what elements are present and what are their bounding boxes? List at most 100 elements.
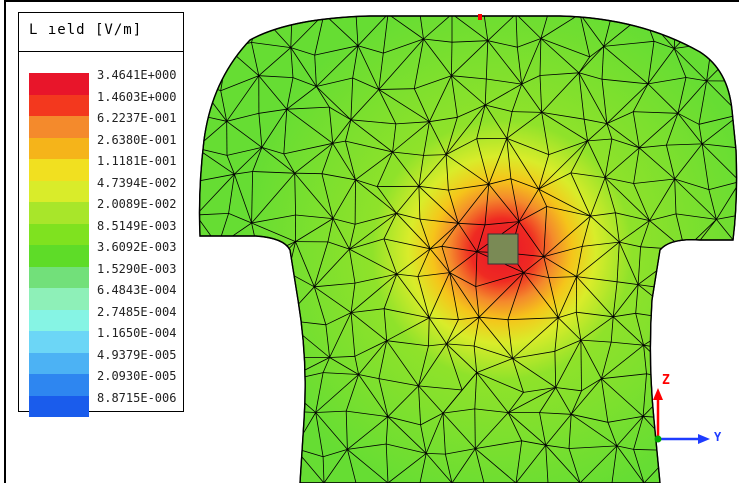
mesh-edge: [234, 309, 251, 315]
mesh-edge: [587, 140, 606, 178]
mesh-edge: [350, 312, 387, 342]
mesh-edge: [475, 440, 522, 449]
mesh-edge: [611, 138, 640, 149]
legend-swatch: [29, 137, 89, 159]
mesh-edge: [385, 416, 389, 445]
mesh-edge: [266, 444, 295, 449]
mesh-edge: [635, 313, 644, 346]
mesh-edge: [673, 48, 687, 78]
mesh-edge: [545, 444, 570, 449]
mesh-edge: [199, 245, 219, 249]
mesh-edge: [484, 184, 490, 225]
mesh-edge: [199, 16, 229, 49]
mesh-edge: [558, 311, 577, 319]
mesh-edge: [568, 445, 617, 449]
mesh-edge: [220, 90, 228, 122]
mesh-edge: [229, 408, 265, 421]
mesh-edge: [705, 248, 737, 292]
mesh-edge: [610, 316, 614, 343]
mesh-edge: [332, 218, 356, 225]
mesh-edge: [352, 77, 379, 90]
mesh-edge: [707, 16, 737, 48]
mesh-edge: [358, 340, 388, 375]
mesh-edge: [476, 104, 486, 139]
mesh-edge: [442, 412, 476, 449]
mesh-edge: [441, 223, 459, 247]
mesh-edge: [670, 342, 710, 350]
mesh-edge: [512, 358, 556, 388]
mesh-edge: [418, 155, 424, 187]
mesh-edge: [250, 282, 259, 310]
legend-label: 2.7485E-004: [97, 304, 177, 319]
axis-triad[interactable]: Z Y: [646, 366, 736, 456]
mesh-edge: [616, 445, 634, 450]
mesh-edge: [252, 171, 295, 174]
mesh-edge: [601, 344, 644, 380]
mesh-edge: [263, 382, 282, 421]
mesh-edge: [570, 378, 602, 415]
mesh-edge: [261, 108, 288, 148]
mesh-edge: [451, 16, 489, 42]
mesh-edge: [584, 118, 607, 124]
mesh-edge: [286, 108, 333, 144]
mesh-edge: [378, 53, 384, 90]
mesh-edge: [474, 408, 476, 449]
mesh-edge: [250, 341, 261, 375]
mesh-edge: [612, 316, 644, 346]
mesh-edge: [396, 273, 418, 277]
mesh-edge: [423, 121, 430, 156]
mesh-edge: [387, 416, 421, 426]
mesh-edge: [383, 38, 424, 54]
mesh-edge: [473, 345, 478, 373]
mesh-edge: [383, 213, 397, 240]
viewport-frame: [4, 0, 739, 483]
mesh-edge: [446, 343, 477, 373]
mesh-edge: [576, 276, 618, 283]
mesh-edge: [587, 123, 608, 142]
mesh-edge: [578, 72, 585, 120]
mesh-edge: [417, 276, 430, 319]
mesh-edge: [684, 249, 706, 292]
mesh-edge: [708, 181, 737, 190]
mesh-edge: [554, 317, 559, 352]
antenna-patch[interactable]: [487, 233, 519, 265]
mesh-edge: [540, 16, 549, 39]
legend-swatch: [29, 352, 89, 374]
mesh-edge: [633, 147, 640, 184]
mesh-edge: [474, 408, 509, 413]
mesh-edge: [571, 413, 608, 423]
mesh-edge: [428, 272, 450, 319]
mesh-edge: [666, 145, 676, 180]
mesh-edge: [546, 206, 591, 217]
mesh-edge: [539, 412, 547, 446]
mesh-edge: [675, 213, 717, 220]
mesh-edge: [476, 372, 524, 393]
mesh-edge: [283, 319, 290, 358]
mesh-edge: [347, 449, 389, 483]
mesh-edge: [674, 178, 677, 214]
mesh-edge: [507, 317, 559, 321]
mesh-edge: [674, 143, 703, 180]
mesh-edge: [685, 77, 707, 82]
mesh-edge: [521, 38, 542, 85]
mesh-edge: [458, 222, 486, 226]
legend-label: 3.4641E+000: [97, 68, 177, 82]
mesh-edge: [429, 317, 459, 321]
mesh-edge: [446, 343, 463, 391]
mesh-edge: [354, 273, 397, 284]
mesh-edge: [701, 143, 737, 182]
mesh-edge: [199, 313, 235, 316]
mesh-edge: [638, 113, 679, 149]
mesh-edge: [345, 140, 393, 153]
mesh-edge: [507, 412, 523, 441]
mesh-edge: [418, 385, 421, 425]
mesh-edge: [523, 256, 544, 273]
mesh-edge: [234, 313, 252, 342]
mesh-edge: [420, 424, 427, 454]
mesh-edge: [581, 378, 602, 392]
mesh-edge: [442, 408, 475, 414]
mesh-edge: [605, 177, 634, 184]
mesh-edge: [314, 282, 356, 288]
mesh-edge: [226, 147, 262, 156]
